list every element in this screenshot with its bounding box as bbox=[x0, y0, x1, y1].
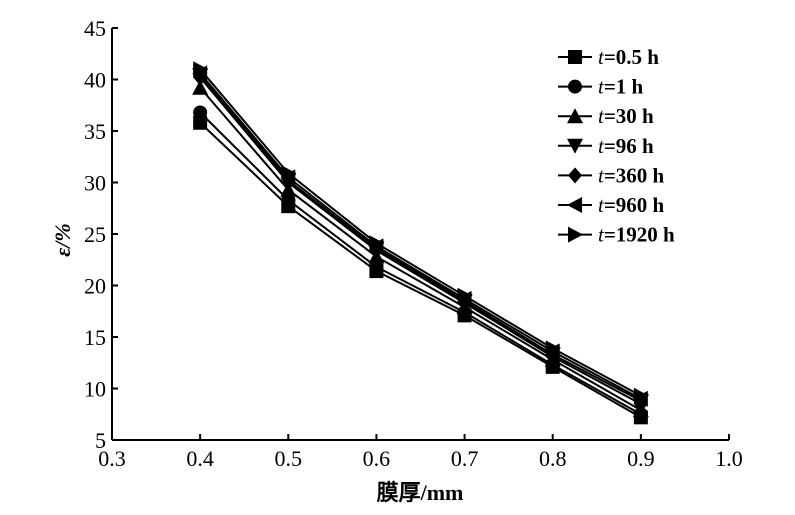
circle-marker bbox=[193, 105, 208, 120]
legend-item: t=1920 h bbox=[558, 223, 675, 247]
triangle-right-marker bbox=[633, 387, 649, 404]
legend-item: t=30 h bbox=[558, 104, 654, 128]
series-line bbox=[199, 72, 642, 400]
triangle-right-marker bbox=[193, 61, 209, 78]
triangle-right-marker bbox=[369, 235, 385, 252]
legend-item: t=96 h bbox=[558, 134, 654, 158]
legend-label: t=960 h bbox=[598, 193, 665, 217]
y-tick-label: 20 bbox=[84, 274, 106, 299]
x-tick-label: 0.6 bbox=[363, 446, 391, 471]
y-tick-label: 45 bbox=[84, 16, 106, 41]
legend-item: t=0.5 h bbox=[558, 45, 659, 69]
axes: 0.3 0.4 0.5 0.6 0.7 0.8 0.9 1.0 5 10 15 20 25 30 35 40 4… bbox=[84, 16, 743, 471]
legend: t=0.5 h t=1 h t=30 h t=96 h t=360 h t=960 h t=… bbox=[558, 45, 675, 247]
series-line bbox=[199, 122, 642, 419]
y-tick-label: 25 bbox=[84, 222, 106, 247]
x-tick-label: 0.5 bbox=[275, 446, 303, 471]
triangle-right-marker bbox=[457, 287, 473, 304]
circle-marker bbox=[568, 79, 582, 94]
legend-item: t=1 h bbox=[558, 75, 644, 99]
x-tick-label: 0.8 bbox=[539, 446, 567, 471]
series-line bbox=[199, 76, 642, 405]
y-tick-label: 5 bbox=[95, 428, 106, 453]
series-line bbox=[199, 74, 642, 402]
series-line bbox=[199, 68, 642, 397]
series-line bbox=[199, 87, 642, 411]
y-tick-label: 35 bbox=[84, 119, 106, 144]
x-tick-label: 0.4 bbox=[186, 446, 214, 471]
y-tick-label: 30 bbox=[84, 171, 106, 196]
triangle-left-marker bbox=[567, 197, 582, 213]
series-line bbox=[199, 111, 642, 416]
legend-label: t=96 h bbox=[598, 134, 654, 158]
legend-label: t=0.5 h bbox=[598, 45, 659, 69]
legend-item: t=960 h bbox=[558, 193, 665, 217]
y-axis-label: ε/% bbox=[50, 223, 75, 256]
x-tick-label: 0.9 bbox=[627, 446, 655, 471]
legend-item: t=360 h bbox=[558, 163, 665, 187]
triangle-right-marker bbox=[545, 340, 561, 357]
series-circle bbox=[193, 105, 648, 422]
diamond-marker bbox=[568, 167, 582, 184]
x-tick-label: 0.7 bbox=[451, 446, 479, 471]
x-tick-label: 1.0 bbox=[715, 446, 743, 471]
triangle-right-marker bbox=[281, 165, 297, 182]
triangle-up-marker bbox=[192, 79, 209, 95]
square-marker bbox=[568, 50, 582, 64]
legend-label: t=360 h bbox=[598, 163, 665, 187]
legend-label: t=1920 h bbox=[598, 223, 675, 247]
triangle-right-marker bbox=[568, 226, 583, 243]
triangle-up-marker bbox=[567, 108, 583, 124]
triangle-down-marker bbox=[567, 138, 583, 154]
series-triangle-right bbox=[193, 61, 649, 404]
square-marker bbox=[193, 115, 208, 130]
legend-label: t=30 h bbox=[598, 104, 654, 128]
series-group bbox=[192, 61, 649, 425]
x-axis-label: 膜厚/mm bbox=[377, 480, 464, 505]
y-tick-label: 40 bbox=[84, 68, 106, 93]
legend-label: t=1 h bbox=[598, 75, 644, 99]
y-tick-label: 15 bbox=[84, 325, 106, 350]
y-tick-label: 10 bbox=[84, 377, 106, 402]
x-tick-label: 0.3 bbox=[98, 446, 126, 471]
